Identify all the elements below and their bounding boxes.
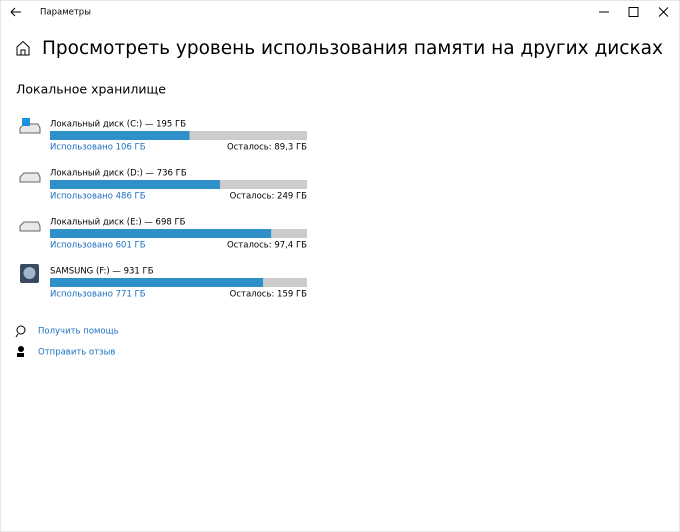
help-link[interactable]: Получить помощь	[38, 327, 119, 337]
drive-name: Локальный диск (D:) — 736 ГБ	[50, 169, 187, 179]
window-title: Параметры	[40, 8, 91, 18]
usage-bar-fill	[50, 278, 264, 287]
home-icon[interactable]	[16, 40, 30, 56]
drive-item[interactable]: Локальный диск (C:) — 195 ГБ Использовано…	[19, 118, 307, 153]
windows-logo	[22, 118, 30, 126]
back-button[interactable]	[10, 7, 21, 17]
free-label: Осталось: 159 ГБ	[230, 290, 308, 300]
drive-item[interactable]: Локальный диск (D:) — 736 ГБ Использовано…	[19, 169, 308, 202]
drive-name: SAMSUNG (F:) — 931 ГБ	[50, 267, 154, 277]
usage-bar-fill	[50, 229, 272, 238]
maximize-button[interactable]	[628, 7, 639, 17]
page-title: Просмотреть уровень использования памяти…	[42, 38, 663, 59]
feedback-link[interactable]: Отправить отзыв	[38, 348, 115, 358]
used-label: Использовано 106 ГБ	[50, 143, 146, 153]
used-label: Использовано 771 ГБ	[50, 290, 146, 300]
free-label: Осталось: 89,3 ГБ	[227, 143, 307, 153]
section-title: Локальное хранилище	[16, 82, 166, 97]
drive-list: Локальный диск (C:) — 195 ГБ Использовано…	[19, 118, 308, 300]
used-label: Использовано 486 ГБ	[50, 192, 146, 202]
free-label: Осталось: 97,4 ГБ	[227, 241, 307, 251]
usage-bar-fill	[50, 180, 220, 189]
drive-item[interactable]: SAMSUNG (F:) — 931 ГБ Использовано 771 ГБ…	[20, 264, 307, 300]
usage-bar-fill	[50, 131, 190, 140]
free-label: Осталось: 249 ГБ	[230, 192, 308, 202]
drive-name: Локальный диск (E:) — 698 ГБ	[50, 218, 186, 228]
feedback-icon	[17, 346, 24, 357]
drive-icon	[19, 221, 41, 232]
drive-item[interactable]: Локальный диск (E:) — 698 ГБ Использовано…	[19, 218, 307, 251]
close-button[interactable]	[658, 7, 669, 17]
drive-name: Локальный диск (C:) — 195 ГБ	[50, 120, 186, 130]
drive-icon	[19, 172, 41, 183]
drive-icon-disc	[23, 267, 36, 279]
used-label: Использовано 601 ГБ	[50, 241, 146, 251]
help-icon	[15, 325, 26, 338]
